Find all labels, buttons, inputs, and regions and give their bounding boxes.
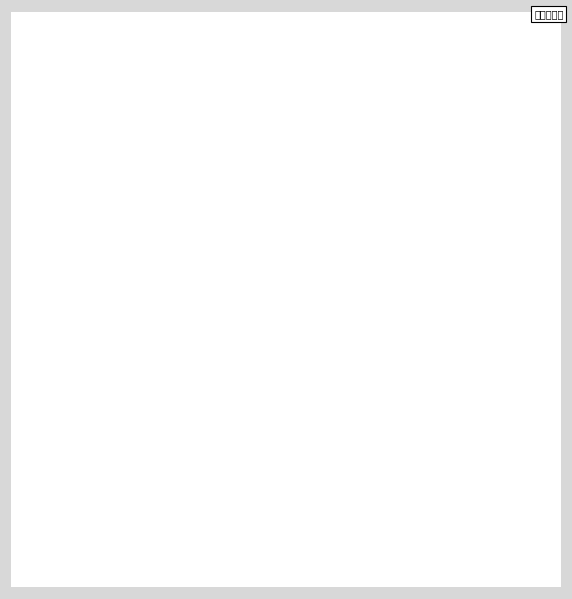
- Point: [313, 275, 322, 285]
- Text: 不安を抱えた: 不安を抱えた: [374, 138, 402, 147]
- Text: 外出したくないと思った: 外出したくないと思った: [442, 290, 493, 299]
- Point: [252, 221, 261, 231]
- Point: [435, 290, 444, 300]
- Text: 図３－６０: 図３－６０: [534, 9, 563, 19]
- Point: [304, 310, 313, 319]
- Point: [335, 314, 344, 324]
- Point: [317, 167, 327, 177]
- Point: [300, 250, 309, 260]
- Point: [291, 201, 300, 211]
- Title: 加害者との「面識有り」×「面識無し」: 加害者との「面識有り」×「面識無し」: [240, 33, 378, 46]
- Text: いま暮らしている
ところから離れたいと
思った: いま暮らしている ところから離れたいと 思った: [138, 274, 184, 305]
- Point: [413, 231, 422, 240]
- Y-axis label: 面識有り(n=215): 面識有り(n=215): [37, 263, 47, 336]
- Text: 精神が不安定になった: 精神が不安定になった: [325, 161, 371, 170]
- Text: 加害者に仕返しを
したいと思った: 加害者に仕返しを したいと思った: [316, 267, 353, 286]
- Text: 自分はとても
不幸だと
思った: 自分はとても 不幸だと 思った: [279, 299, 306, 330]
- Point: [309, 261, 318, 270]
- Text: 自分を責めた: 自分を責めた: [294, 319, 322, 329]
- Text: 孤立感、
疎外感に
さいなまれた: 孤立感、 疎外感に さいなまれた: [257, 235, 284, 266]
- Point: [261, 300, 270, 309]
- Text: 事件のことは
忘れたいと思った: 事件のことは 忘れたいと思った: [320, 199, 358, 219]
- Text: 経済的に困った: 経済的に困った: [260, 374, 292, 383]
- Text: 加害者に
恐怖心を
抱いた: 加害者に 恐怖心を 抱いた: [275, 204, 293, 235]
- Point: [283, 246, 292, 255]
- Point: [313, 216, 322, 226]
- Text: 落ち込んだ: 落ち込んだ: [424, 143, 448, 152]
- Text: 加害者をゆるそうと思った: 加害者をゆるそうと思った: [212, 463, 267, 472]
- Text: 被害者としての自分の立
場・状況をわかって: 被害者としての自分の立 場・状況をわかって: [347, 202, 398, 223]
- Text: 不眠や食欲不振
により体調を崩した: 不眠や食欲不振 により体調を崩した: [214, 223, 255, 243]
- Text: ひとりにして
ほしいと思った: ひとりにして ほしいと思った: [191, 324, 224, 344]
- Point: [157, 427, 166, 437]
- Point: [269, 344, 279, 353]
- Point: [182, 285, 192, 295]
- Text: 将来の夢や希望を
持てずにいた: 将来の夢や希望を 持てずにいた: [208, 300, 245, 319]
- Text: 運が悪かったと思った: 運が悪かったと思った: [420, 231, 467, 240]
- Point: [204, 457, 213, 467]
- Point: [252, 368, 261, 378]
- X-axis label: 面識無し(n=625): 面識無し(n=625): [272, 570, 345, 580]
- Point: [400, 138, 409, 147]
- Point: [222, 329, 231, 338]
- Point: [204, 221, 213, 231]
- Text: 被害にあったことを
恥ずかしいと思った: 被害にあったことを 恥ずかしいと思った: [277, 350, 319, 370]
- Text: 誰かにそばに
いてほしい
と思った: 誰かにそばに いてほしい と思った: [342, 304, 370, 335]
- Text: 自分の気持ちは
誰にもわかって
もらえないと思った: 自分の気持ちは 誰にもわかって もらえないと思った: [165, 210, 206, 241]
- Point: [287, 319, 296, 329]
- Point: [339, 196, 348, 206]
- Point: [418, 143, 427, 152]
- Point: [244, 304, 253, 314]
- Text: 全然報道してもらえず、
淋しいと思った: 全然報道してもらえず、 淋しいと思った: [150, 407, 201, 426]
